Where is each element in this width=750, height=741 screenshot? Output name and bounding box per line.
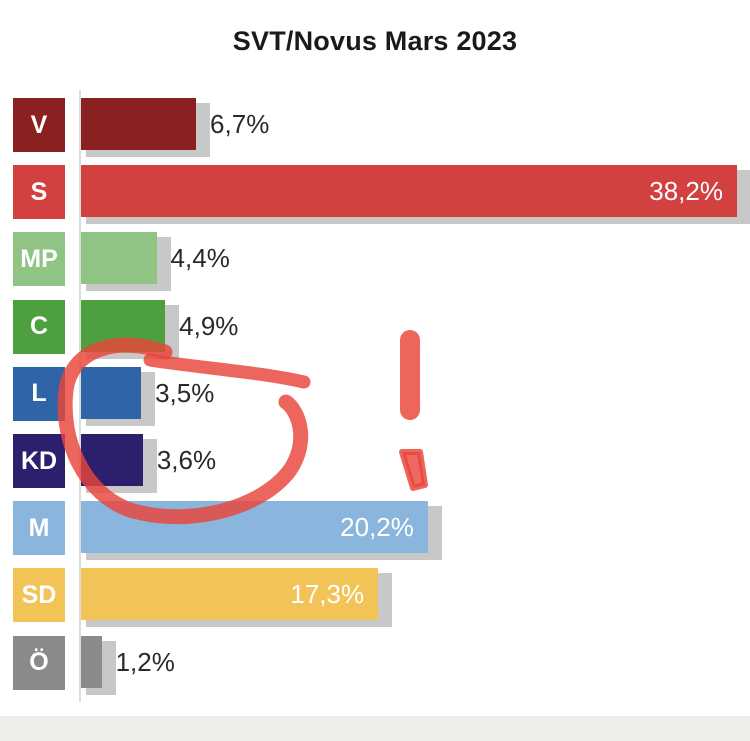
value-label: 6,7% <box>210 109 270 139</box>
value-label: 3,5% <box>155 377 215 408</box>
bar <box>81 299 166 352</box>
party-badge: SD <box>13 568 65 623</box>
bar-row: KD 3,6% <box>0 434 750 493</box>
bar-row: V 6,7% <box>0 98 750 157</box>
bar <box>81 165 737 218</box>
bar <box>81 568 379 621</box>
party-badge: M <box>13 501 65 556</box>
bar <box>81 98 197 150</box>
bar-row: SD 17,3% <box>0 568 750 628</box>
party-badge: MP <box>13 232 65 287</box>
party-badge: V <box>13 98 65 152</box>
chart-title: SVT/Novus Mars 2023 <box>232 26 518 56</box>
value-label: 20,2% <box>340 512 414 543</box>
party-badge: Ö <box>13 635 65 690</box>
value-label: 1,2% <box>115 646 175 677</box>
footer-strip <box>0 716 750 741</box>
value-label: 3,6% <box>156 445 217 475</box>
party-badge: C <box>13 299 65 354</box>
bar-row: Ö 1,2% <box>0 635 750 695</box>
value-label: 17,3% <box>290 579 365 610</box>
party-badge: L <box>13 366 65 421</box>
value-label: 4,9% <box>179 310 239 341</box>
party-badge: KD <box>13 434 65 488</box>
value-label: 38,2% <box>649 176 723 207</box>
value-label: 4,4% <box>170 243 230 274</box>
bar <box>81 366 142 419</box>
bar-row: L 3,5% <box>0 366 750 426</box>
party-badge: S <box>13 165 65 220</box>
bar <box>81 434 143 486</box>
bar-row: M 20,2% <box>0 501 750 561</box>
bar <box>81 232 157 285</box>
bar-row: S 38,2% <box>0 165 750 225</box>
bar-row: MP 4,4% <box>0 232 750 292</box>
bar-row: C 4,9% <box>0 299 750 359</box>
bar <box>81 635 102 688</box>
